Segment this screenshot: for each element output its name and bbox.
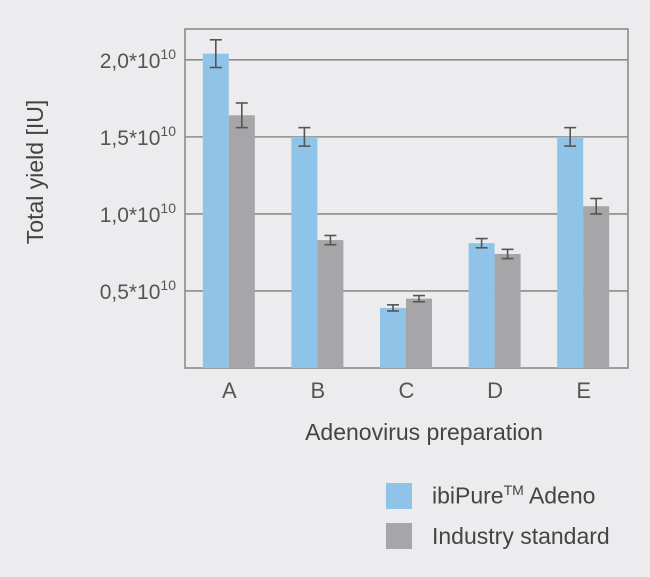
x-tick-label-C: C	[399, 378, 415, 403]
y-tick-label: 2,0*1010	[100, 46, 177, 73]
x-tick-label-D: D	[487, 378, 503, 403]
y-tick-label: 1,5*1010	[100, 123, 177, 150]
x-tick-label-B: B	[311, 378, 326, 403]
bar-industry-standard-A	[228, 115, 255, 368]
y-tick-label: 0,5*1010	[100, 277, 177, 304]
legend: ibiPureTM Adeno Industry standard	[386, 476, 610, 556]
bar-ibipure-D	[468, 243, 495, 368]
legend-swatch-industry-standard	[386, 523, 412, 549]
bar-ibipure-B	[291, 136, 318, 368]
bar-ibipure-A	[202, 53, 229, 369]
bar-industry-standard-B	[317, 240, 344, 368]
bar-ibipure-C	[380, 307, 406, 368]
legend-swatch-ibipure	[386, 483, 412, 509]
x-axis-title: Adenovirus preparation	[305, 419, 543, 445]
x-tick-label-E: E	[576, 378, 591, 403]
x-tick-label-A: A	[222, 378, 237, 403]
legend-label-ibipure: ibiPureTM Adeno	[432, 482, 596, 509]
legend-item-ibipure: ibiPureTM Adeno	[386, 476, 610, 516]
bar-industry-standard-E	[583, 206, 610, 368]
legend-label-industry-standard: Industry standard	[432, 522, 610, 549]
bar-ibipure-E	[557, 136, 584, 368]
legend-item-industry-standard: Industry standard	[386, 516, 610, 556]
bar-industry-standard-D	[494, 253, 521, 368]
y-tick-label: 1,0*1010	[100, 200, 177, 227]
y-axis-title: Total yield [IU]	[22, 100, 48, 244]
bar-industry-standard-C	[406, 298, 432, 368]
